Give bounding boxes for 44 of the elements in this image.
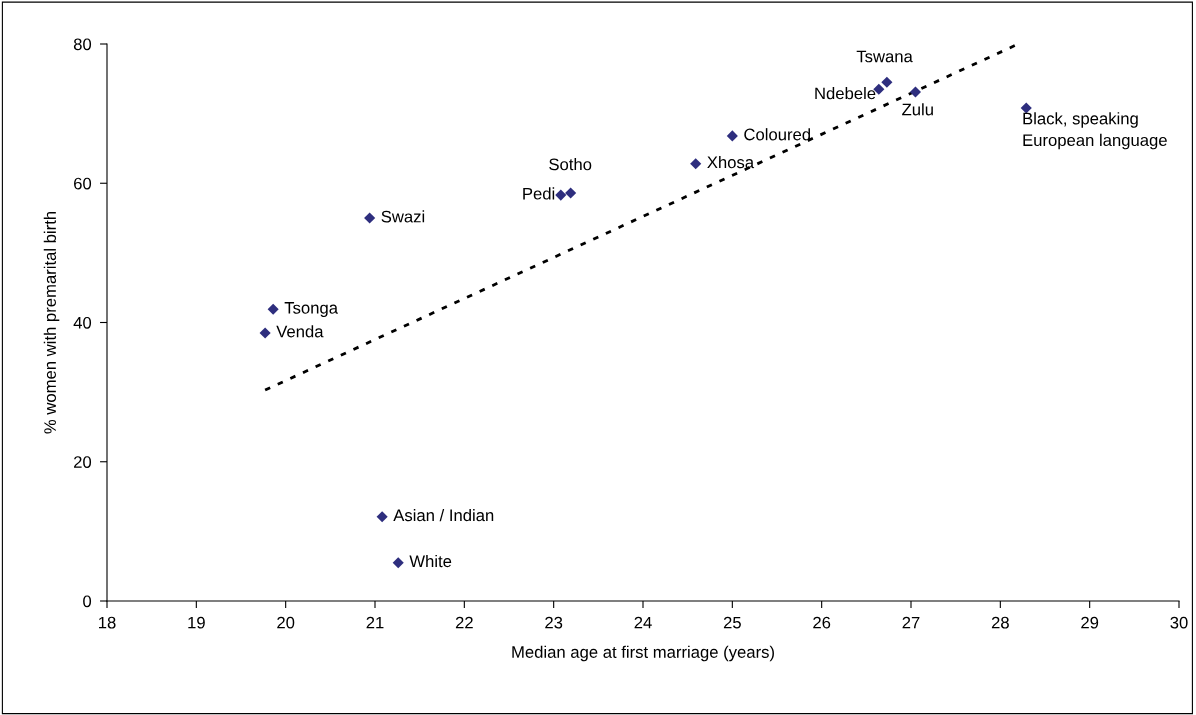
annotation: Black, speaking European language [1023, 112, 1167, 150]
annotation: Venda [276, 325, 324, 338]
x-tick-label: 23 [545, 616, 563, 629]
y-tick-label: 80 [73, 38, 92, 51]
x-tick-label: 30 [1170, 616, 1188, 629]
y-tick-label: 20 [74, 456, 92, 468]
x-tick-label: 26 [813, 616, 831, 629]
point [909, 86, 922, 98]
y-axis-title: % women with premarital birth [43, 211, 60, 434]
x-tick-label: 29 [1081, 616, 1099, 629]
x-axis-title: Median age at first marriage (years) [512, 645, 774, 662]
x-tick-label: 22 [455, 616, 473, 629]
y-tick-label: 0 [83, 595, 92, 608]
point [555, 189, 567, 201]
point [392, 557, 404, 569]
x-tick-label: 21 [366, 616, 384, 629]
x-tick-label: 18 [99, 616, 116, 629]
point [881, 76, 893, 88]
annotation: Sotho [549, 158, 592, 171]
x-tick-label: 20 [277, 616, 295, 629]
annotation: Swazi [381, 210, 425, 223]
x-tick-label: 24 [634, 616, 652, 629]
y-tick-label: 60 [74, 177, 92, 190]
point [364, 212, 376, 224]
annotation: Ndebele [815, 87, 876, 100]
point [259, 327, 271, 339]
point [726, 130, 738, 142]
annotation: Zulu [902, 103, 933, 116]
annotation: White [409, 554, 452, 568]
annotation: Asian / Indian [393, 508, 494, 522]
x-tick-label: 19 [188, 616, 205, 629]
annotation: Pedi [523, 187, 555, 200]
point [690, 158, 702, 170]
y-tick-label: 40 [73, 316, 92, 329]
x-tick-label: 28 [991, 616, 1009, 629]
annotation: Tswana [856, 50, 913, 63]
point [267, 303, 279, 315]
x-tick-label: 25 [723, 616, 741, 629]
point [376, 511, 388, 523]
x-tick-label: 27 [902, 616, 920, 629]
annotation: Coloured [744, 128, 811, 141]
point [565, 187, 577, 199]
annotation: Tsonga [284, 302, 339, 318]
annotation: Xhosa [707, 155, 755, 169]
